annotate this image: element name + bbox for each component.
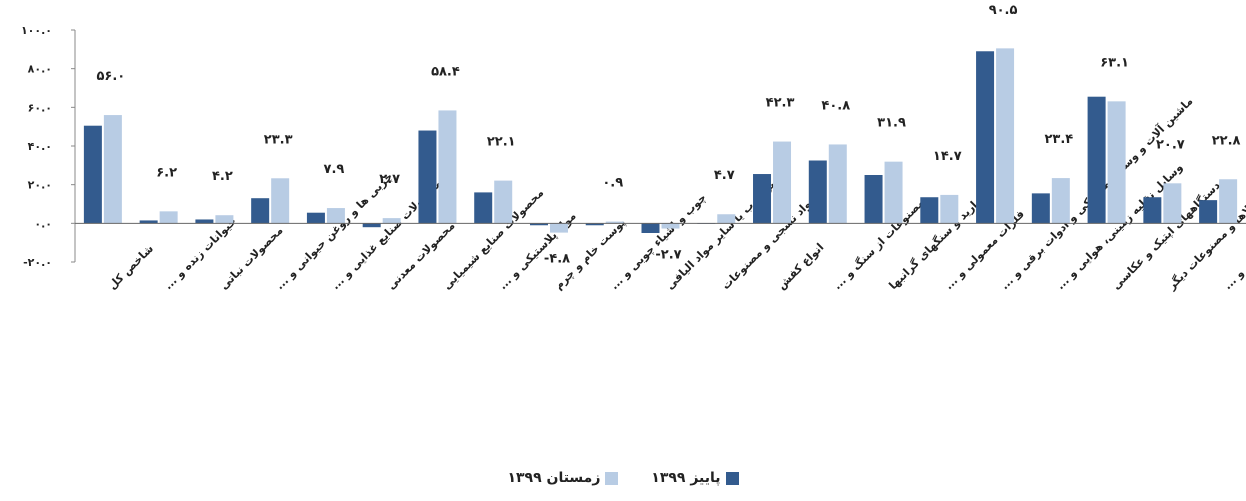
bar-winter [271, 178, 290, 224]
bar-winter [549, 223, 568, 233]
data-label: ۲.۷ [379, 172, 400, 187]
bar-autumn [808, 160, 827, 224]
data-label: ۲۰.۷ [1156, 137, 1185, 152]
legend-item-autumn: پاییز ۱۳۹۹ [651, 470, 739, 486]
bar-autumn [920, 197, 939, 224]
category-label: شاخص کل [106, 242, 156, 292]
data-label: ۶۳.۱ [1100, 55, 1129, 70]
bar-autumn [585, 223, 604, 226]
y-tick-label: ۴۰.۰ [28, 140, 52, 153]
legend-swatch-winter [605, 471, 619, 485]
bar-autumn [251, 198, 270, 224]
data-label: ۰.۹ [602, 176, 623, 191]
bar-winter [996, 48, 1015, 224]
bar-autumn [864, 175, 883, 224]
bar-winter [382, 218, 401, 224]
category-label: چوب و اشیاء چوبی و ... [608, 191, 709, 292]
data-label: ۲۲.۱ [487, 135, 516, 150]
bar-autumn [306, 212, 325, 224]
bar-autumn [139, 220, 158, 224]
bar-autumn [529, 223, 548, 226]
bar-autumn [1087, 96, 1106, 224]
data-label: -۴.۸ [544, 252, 570, 267]
data-label: ۱۴.۷ [933, 149, 962, 164]
bar-winter [103, 115, 122, 224]
data-label: ۴.۲ [212, 169, 233, 184]
bar-winter [494, 180, 513, 224]
bar-autumn [1031, 193, 1050, 224]
bar-winter [884, 161, 903, 224]
bar-autumn [1143, 197, 1162, 224]
data-label: ۲۲.۸ [1212, 133, 1241, 148]
bar-autumn [418, 130, 437, 224]
data-label: ۶.۲ [156, 165, 177, 180]
data-label: ۲۳.۳ [264, 132, 293, 147]
bar-autumn [976, 51, 995, 224]
legend-item-winter: زمستان ۱۳۹۹ [507, 470, 619, 486]
bar-autumn [195, 219, 214, 224]
data-label: ۵۸.۴ [431, 64, 460, 79]
data-label: -۲.۷ [655, 248, 681, 263]
legend-label-autumn: پاییز ۱۳۹۹ [651, 470, 721, 486]
bar-autumn [1199, 200, 1218, 224]
bar-winter [1051, 178, 1070, 224]
bar-winter [1163, 183, 1182, 224]
bar-winter [159, 211, 178, 224]
bar-chart: -۲۰.۰ ۰.۰ ۲۰.۰ ۴۰.۰ ۶۰.۰ ۸۰.۰ ۱۰۰.۰ ۵۶.۰ شاخص کل… [21, 3, 1246, 293]
data-label: ۴.۷ [714, 168, 735, 183]
data-label: ۲۳.۴ [1044, 132, 1073, 147]
legend-swatch-autumn [725, 471, 739, 485]
bar-winter [215, 215, 234, 224]
bar-winter [828, 144, 847, 224]
bar-winter [1219, 179, 1238, 224]
category-label: چربی ها و روغن حیوانی و ... [273, 170, 395, 292]
y-tick-label: -۲۰.۰ [23, 256, 52, 269]
bar-winter [661, 223, 680, 229]
bar-winter [1107, 101, 1126, 224]
bar-winter [438, 110, 457, 224]
data-label: ۵۶.۰ [97, 69, 126, 84]
bar-winter [326, 208, 345, 224]
y-tick-label: ۲۰.۰ [28, 179, 52, 192]
data-label: ۴۰.۸ [821, 98, 850, 113]
category-label: انواع کفش [775, 241, 826, 292]
bar-winter [717, 214, 736, 224]
bar-autumn [641, 223, 660, 233]
bar-winter [605, 221, 624, 224]
data-label: ۴۲.۳ [766, 96, 795, 111]
y-tick-label: ۶۰.۰ [28, 101, 52, 114]
legend-label-winter: زمستان ۱۳۹۹ [507, 470, 601, 486]
data-label: ۳۱.۹ [877, 116, 906, 131]
bar-autumn [474, 192, 493, 224]
legend: زمستان ۱۳۹۹ پاییز ۱۳۹۹ [0, 470, 1246, 489]
y-tick-label: ۰.۰ [34, 217, 52, 230]
data-label: ۹۰.۵ [989, 3, 1018, 18]
bar-autumn [83, 125, 102, 224]
bar-autumn [362, 223, 381, 228]
bar-winter [773, 141, 792, 224]
y-tick-label: ۱۰۰.۰ [21, 24, 52, 37]
bar-autumn [753, 174, 772, 224]
bar-winter [940, 194, 959, 224]
data-label: ۷.۹ [324, 162, 345, 177]
y-tick-label: ۸۰.۰ [28, 63, 52, 76]
